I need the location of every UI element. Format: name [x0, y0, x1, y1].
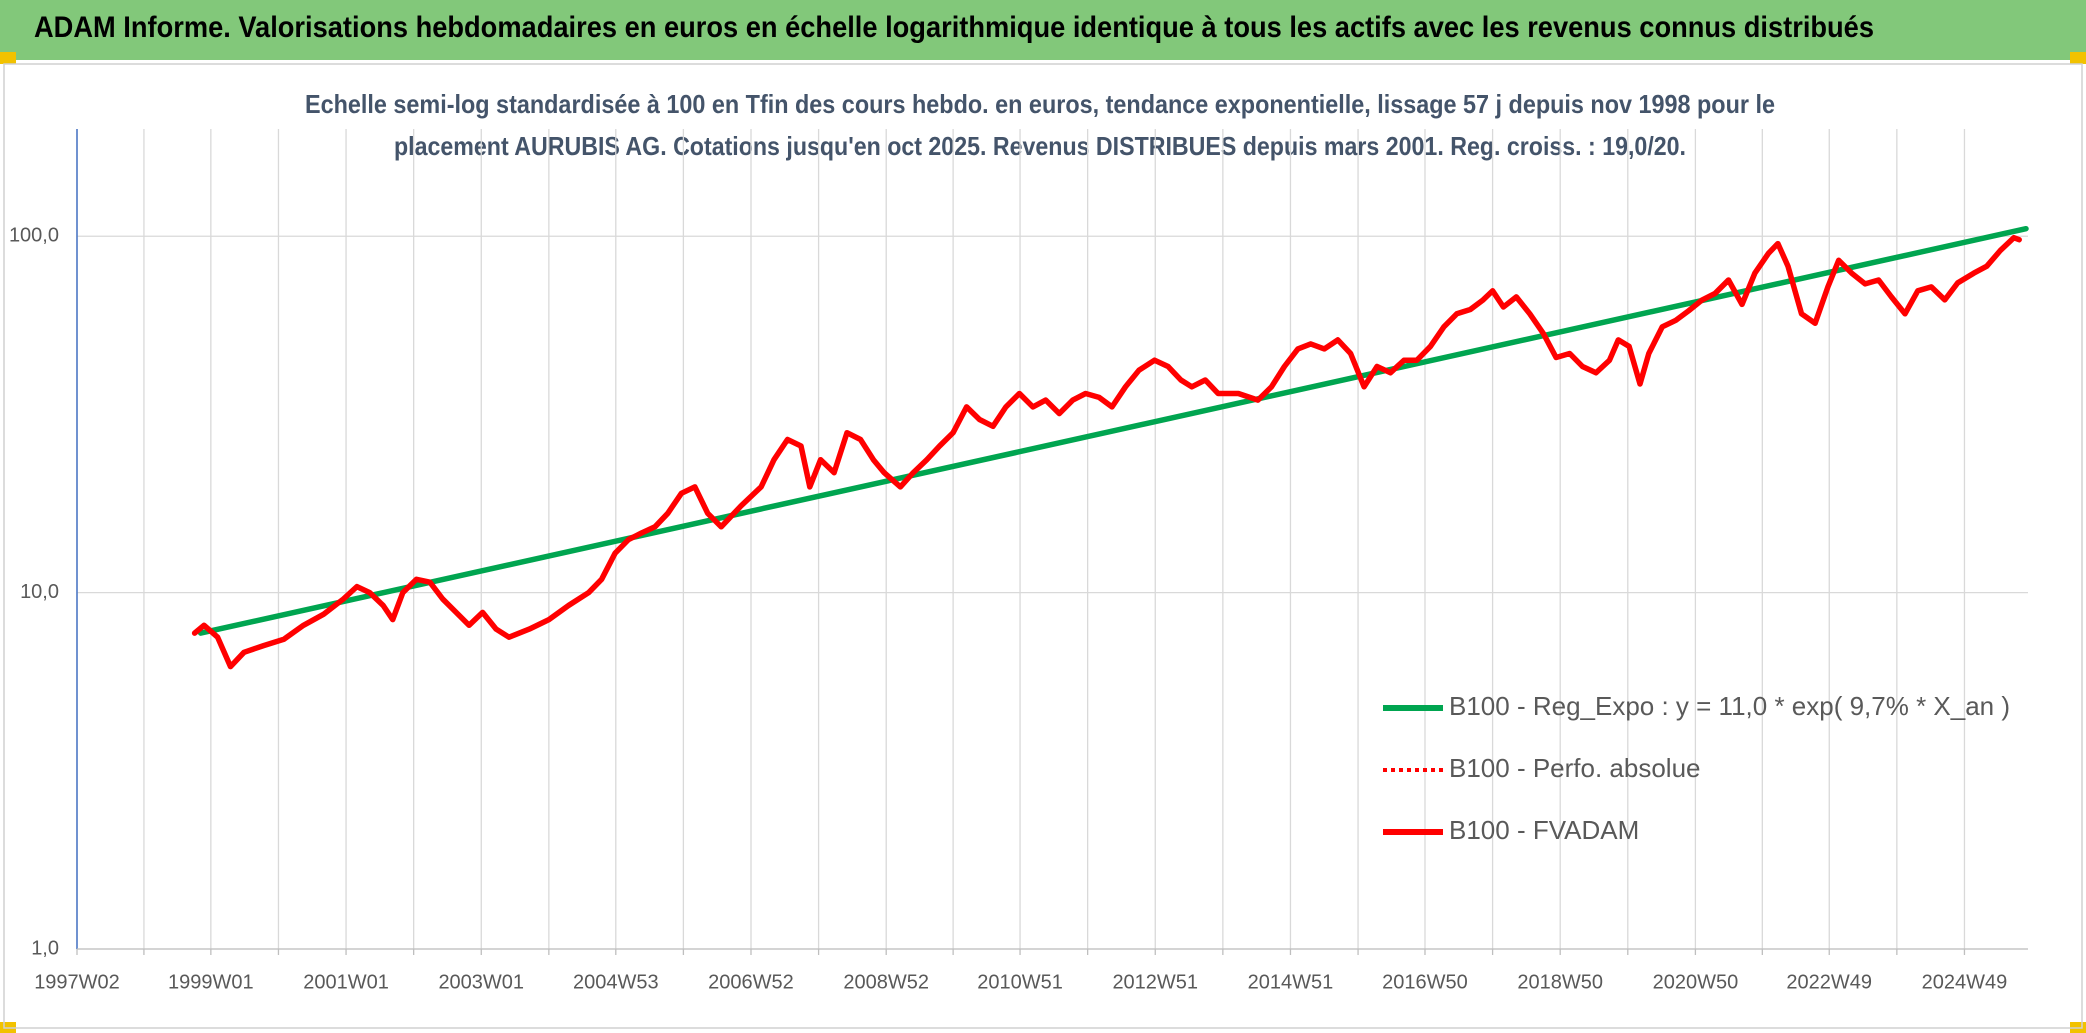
x-tick-label: 2012W51	[1112, 971, 1198, 993]
series-line	[197, 225, 2029, 636]
corner-mark	[0, 52, 16, 64]
x-tick-label: 1999W01	[168, 971, 254, 993]
x-tick-label: 2006W52	[708, 971, 794, 993]
chart-subtitle: Echelle semi-log standardisée à 100 en T…	[305, 89, 1775, 119]
chart-subtitle: placement AURUBIS AG. Cotations jusqu'en…	[394, 131, 1686, 161]
x-tick-label: 2016W50	[1382, 971, 1468, 993]
y-tick-label: 10,0	[20, 581, 59, 603]
x-tick-label: 2003W01	[438, 971, 524, 993]
chart-frame	[3, 63, 2083, 1029]
y-tick-label: 100,0	[9, 225, 59, 247]
legend-label: B100 - Reg_Expo : y = 11,0 * exp( 9,7% *…	[1449, 691, 2010, 721]
x-tick-label: 2001W01	[303, 971, 389, 993]
x-tick-label: 2010W51	[977, 971, 1063, 993]
x-tick-label: 2022W49	[1786, 971, 1872, 993]
x-tick-label: 2004W53	[573, 971, 659, 993]
corner-mark	[2070, 52, 2086, 64]
x-tick-label: 2008W52	[843, 971, 929, 993]
series-line	[191, 234, 2022, 670]
legend-label: B100 - Perfo. absolue	[1449, 753, 1701, 783]
header-bar	[0, 0, 2086, 60]
chart-title: ADAM Informe. Valorisations hebdomadaire…	[34, 11, 1874, 44]
x-tick-label: 2014W51	[1248, 971, 1334, 993]
x-tick-label: 2024W49	[1922, 971, 2008, 993]
y-tick-label: 1,0	[31, 937, 59, 959]
x-tick-label: 1997W02	[34, 971, 120, 993]
x-tick-label: 2020W50	[1653, 971, 1739, 993]
x-tick-label: 2018W50	[1517, 971, 1603, 993]
legend-label: B100 - FVADAM	[1449, 815, 1639, 845]
